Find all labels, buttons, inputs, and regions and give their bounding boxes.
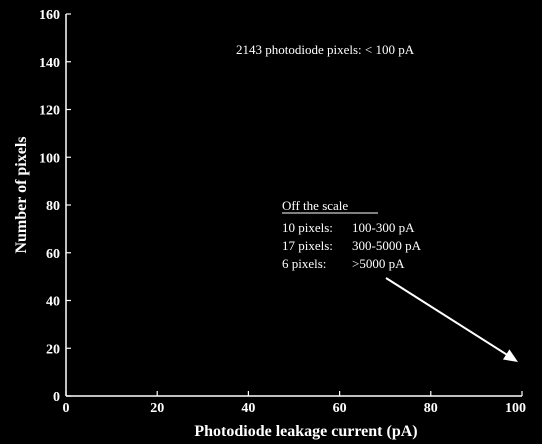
y-tick-label: 0 — [53, 390, 60, 405]
off-scale-row-count: 6 pixels: — [282, 256, 326, 271]
summary-annotation: 2143 photodiode pixels: < 100 pA — [236, 42, 415, 57]
y-tick-label: 120 — [39, 104, 60, 119]
y-axis-ticks: 0 20 40 60 80 100 120 140 160 — [39, 8, 71, 405]
off-scale-row-range: 100-300 pA — [352, 220, 415, 235]
x-tick-label: 40 — [241, 401, 255, 416]
y-tick-label: 160 — [39, 8, 60, 23]
off-scale-annotation: Off the scale 10 pixels: 100-300 pA 17 p… — [282, 198, 422, 271]
off-scale-row-count: 10 pixels: — [282, 220, 333, 235]
x-tick-label: 60 — [333, 401, 347, 416]
y-tick-label: 80 — [46, 199, 60, 214]
x-axis-title: Photodiode leakage current (pA) — [194, 423, 417, 440]
y-tick-label: 100 — [39, 151, 60, 166]
arrow-head — [502, 349, 518, 362]
off-scale-row-range: 300-5000 pA — [352, 238, 422, 253]
off-scale-arrow — [385, 277, 518, 362]
y-tick-label: 140 — [39, 56, 60, 71]
y-axis-title: Number of pixels — [13, 136, 30, 253]
off-scale-row-count: 17 pixels: — [282, 238, 333, 253]
x-tick-label: 0 — [63, 401, 70, 416]
arrow-shaft — [385, 277, 510, 357]
y-tick-label: 40 — [46, 295, 60, 310]
off-scale-row-range: >5000 pA — [352, 256, 405, 271]
y-tick-label: 20 — [46, 342, 60, 357]
x-tick-label: 80 — [424, 401, 438, 416]
x-tick-label: 20 — [150, 401, 164, 416]
x-axis-ticks: 0 20 40 60 80 100 — [63, 391, 526, 416]
x-tick-label: 100 — [505, 401, 526, 416]
off-scale-heading: Off the scale — [282, 198, 348, 213]
y-tick-label: 60 — [46, 247, 60, 262]
